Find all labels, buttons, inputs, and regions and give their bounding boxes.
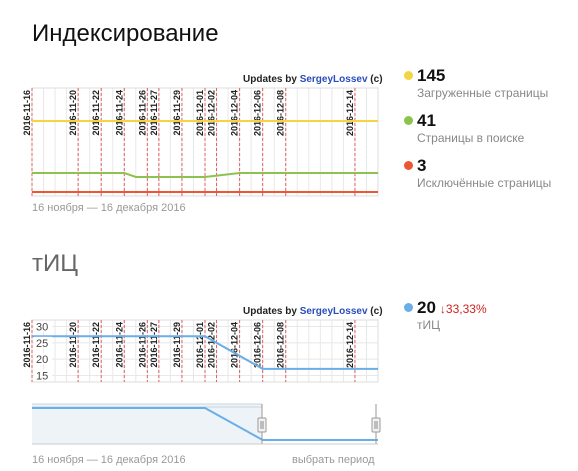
indexing-credit: Updates by SergeyLossev (c) xyxy=(243,74,383,85)
update-date-label: 2016-11-26 xyxy=(137,322,147,368)
legend-value-search: 41 xyxy=(417,111,436,130)
legend-label-tic: тИЦ xyxy=(417,318,440,332)
legend-dot-loaded xyxy=(404,71,413,80)
credit-suffix: (c) xyxy=(370,74,383,85)
series-line xyxy=(32,335,378,370)
tic-title: тИЦ xyxy=(32,250,78,277)
y-tick-label: 30 xyxy=(36,322,48,334)
update-date-label: 2016-12-08 xyxy=(276,322,286,368)
update-date-label: 2016-11-20 xyxy=(68,90,78,136)
credit-prefix: Updates by xyxy=(243,306,297,317)
update-date-label: 2016-11-16 xyxy=(22,322,32,368)
navigator-mask xyxy=(32,404,262,444)
update-date-label: 2016-12-14 xyxy=(345,322,355,368)
tic-credit: Updates by SergeyLossev (c) xyxy=(243,306,383,317)
credit-prefix: Updates by xyxy=(243,74,297,85)
y-tick-bg xyxy=(34,320,52,332)
tic-chart: 2016-11-16 2016-11-20 2016-11-22 2016-11-24… xyxy=(22,319,379,383)
update-date-label: 2016-12-02 xyxy=(207,322,217,368)
update-date-label: 2016-11-24 xyxy=(114,90,124,136)
y-tick-label: 20 xyxy=(36,354,48,366)
tic-change: ↓33,33% xyxy=(439,302,487,316)
legend-value-tic: 20 ↓33,33% xyxy=(417,298,487,317)
legend-label-loaded: Загруженные страницы xyxy=(417,86,549,100)
update-date-label: 2016-12-01 xyxy=(195,322,205,368)
update-date-label: 2016-12-04 xyxy=(230,90,240,136)
update-date-label: 2016-11-22 xyxy=(91,322,101,368)
indexing-title: Индексирование xyxy=(32,20,219,47)
update-date-label: 2016-11-20 xyxy=(68,322,78,368)
legend-value-excluded: 3 xyxy=(417,156,427,175)
tic-period: 16 ноября — 16 декабря 2016 xyxy=(32,454,186,466)
tic-navigator[interactable] xyxy=(32,398,381,445)
update-date-label: 2016-11-27 xyxy=(149,322,159,368)
navigator-handle[interactable] xyxy=(257,417,267,433)
update-date-label: 2016-12-08 xyxy=(276,90,286,136)
update-date-label: 2016-11-29 xyxy=(172,322,182,368)
credit-author-link[interactable]: SergeyLossev xyxy=(299,306,368,317)
update-date-label: 2016-12-02 xyxy=(207,90,217,136)
update-date-label: 2016-11-27 xyxy=(149,90,159,136)
legend-label-excluded: Исключённые страницы xyxy=(417,176,552,190)
legend-value-loaded: 145 xyxy=(417,66,446,85)
navigator-line xyxy=(32,407,378,441)
update-date-label: 2016-11-16 xyxy=(22,90,32,136)
credit-author-link[interactable]: SergeyLossev xyxy=(299,74,368,85)
y-tick-label: 15 xyxy=(36,370,48,382)
update-date-label: 2016-11-26 xyxy=(137,90,147,136)
legend-label-search: Страницы в поиске xyxy=(417,131,525,145)
update-date-label: 2016-12-06 xyxy=(253,322,263,368)
legend-dot-tic xyxy=(404,303,413,312)
y-tick-bg xyxy=(34,336,52,348)
legend-dot-search xyxy=(404,116,413,125)
update-date-label: 2016-11-29 xyxy=(172,90,182,136)
series-line xyxy=(32,172,378,178)
indexing-period: 16 ноября — 16 декабря 2016 xyxy=(32,202,186,214)
y-tick-label: 25 xyxy=(36,338,48,350)
update-date-label: 2016-12-04 xyxy=(230,322,240,368)
pick-period-link[interactable]: выбрать период xyxy=(292,454,375,466)
legend-dot-excluded xyxy=(404,161,413,170)
update-date-label: 2016-11-24 xyxy=(114,322,124,368)
update-date-label: 2016-12-06 xyxy=(253,90,263,136)
credit-suffix: (c) xyxy=(370,306,383,317)
navigator-handle[interactable] xyxy=(371,417,381,433)
update-date-label: 2016-11-22 xyxy=(91,90,101,136)
indexing-chart: 2016-11-16 2016-11-20 2016-11-22 2016-11-24… xyxy=(22,87,379,197)
update-date-label: 2016-12-14 xyxy=(345,90,355,136)
y-tick-bg xyxy=(34,353,52,365)
update-date-label: 2016-12-01 xyxy=(195,90,205,136)
y-tick-bg xyxy=(34,369,52,381)
